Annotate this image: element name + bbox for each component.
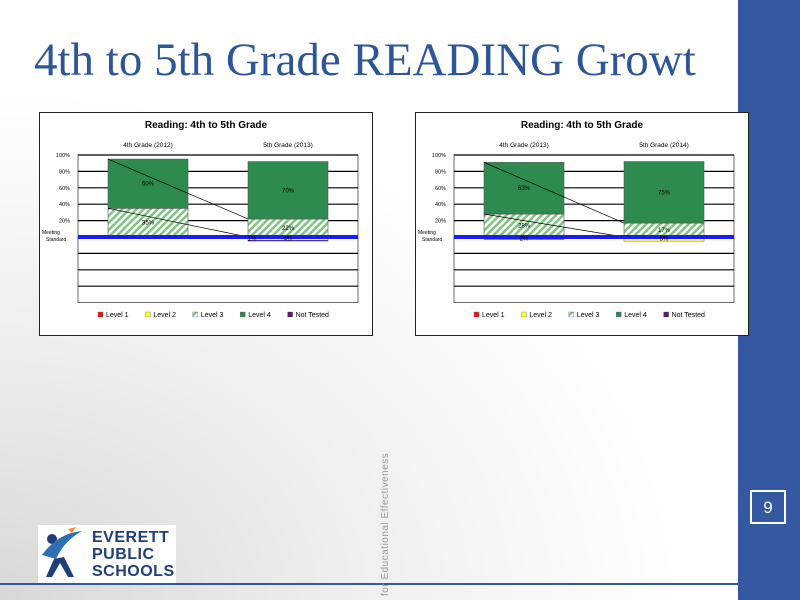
connector-line	[107, 207, 249, 238]
legend-swatch	[240, 311, 246, 318]
data-label: 28%	[518, 224, 531, 230]
legend-label: Level 3	[577, 312, 600, 319]
connector-line	[483, 162, 625, 224]
y-tick-label: 20%	[435, 219, 446, 225]
legend-label: Not Tested	[296, 312, 329, 319]
legend-swatch	[473, 311, 480, 318]
logo-text-1: EVERETT	[92, 529, 170, 546]
data-label: 75%	[658, 190, 671, 196]
bar-segment-not-tested	[247, 240, 329, 242]
bar-segment-level-4	[107, 158, 189, 209]
legend-label: Level 4	[624, 312, 647, 319]
legend-label: Level 4	[248, 312, 271, 319]
data-label: 17%	[658, 228, 671, 234]
x-category-label: 5th Grade (2013)	[263, 142, 313, 149]
y-tick-label: 100%	[432, 153, 446, 159]
meeting-standard-label: Standard	[422, 237, 443, 243]
legend-swatch	[663, 311, 669, 318]
meeting-standard-label: Meeting	[42, 230, 60, 236]
legend-swatch	[568, 311, 574, 318]
data-label: 35%	[142, 221, 155, 227]
connector-line	[107, 158, 249, 220]
data-label: 2%	[520, 237, 529, 243]
chart-2013-2014: Reading: 4th to 5th Grade 100% 80% 60% 40% 20…	[415, 112, 749, 336]
data-label: 63%	[518, 186, 531, 192]
divider	[0, 583, 800, 585]
data-label: 5%	[660, 237, 669, 243]
chart-title: Reading: 4th to 5th Grade	[145, 120, 268, 131]
legend-swatch	[97, 311, 104, 318]
y-tick-label: 60%	[435, 186, 446, 192]
bar-segment-level-4	[483, 162, 565, 215]
legend-swatch	[192, 311, 198, 318]
bar-segment-level-4	[623, 161, 705, 224]
chart-2012-2013: Reading: 4th to 5th Grade 100% 80% 60% 40% 20…	[39, 112, 373, 336]
logo-mark	[42, 527, 82, 577]
legend-label: Level 1	[482, 312, 505, 319]
y-tick-label: 80%	[435, 169, 446, 175]
bar-segment-level-3	[107, 208, 189, 238]
x-category-label: 4th Grade (2013)	[499, 142, 549, 149]
data-label: 1%	[248, 237, 257, 243]
page-number: 9	[750, 490, 786, 524]
y-tick-label: 20%	[59, 219, 70, 225]
y-tick-label: 100%	[56, 153, 70, 159]
y-tick-label: 40%	[59, 202, 70, 208]
x-category-label: 4th Grade (2012)	[123, 142, 173, 149]
legend-label: Level 2	[153, 312, 176, 319]
data-label: 70%	[282, 188, 295, 194]
logo-text-2: PUBLIC	[92, 546, 155, 563]
connector-line	[483, 213, 625, 238]
legend-label: Level 2	[529, 312, 552, 319]
bar-segment-level-4	[247, 161, 329, 220]
logo-text-3: SCHOOLS	[92, 563, 175, 580]
legend-label: Level 1	[106, 312, 129, 319]
logo: EVERETT PUBLIC SCHOOLS	[38, 525, 176, 583]
y-tick-label: 40%	[435, 202, 446, 208]
data-label: 22%	[282, 226, 295, 232]
legend-swatch	[616, 311, 622, 318]
legend-label: Not Tested	[672, 312, 705, 319]
chart-svg: Reading: 4th to 5th Grade 100% 80% 60% 40% 20…	[42, 120, 359, 319]
legend-label: Level 3	[201, 312, 224, 319]
page-title: 4th to 5th Grade READING Growt	[34, 34, 696, 86]
data-label: 60%	[142, 182, 155, 188]
legend-swatch	[287, 311, 293, 318]
x-category-label: 5th Grade (2014)	[639, 142, 689, 149]
vertical-caption: for Educational Effectiveness	[380, 452, 391, 596]
legend-swatch	[145, 311, 151, 318]
meeting-standard-label: Standard	[46, 237, 67, 243]
legend-swatch	[521, 311, 527, 318]
meeting-standard-label: Meeting	[418, 230, 436, 236]
chart-title: Reading: 4th to 5th Grade	[521, 120, 644, 131]
data-label: 4%	[284, 237, 293, 243]
chart-svg: Reading: 4th to 5th Grade 100% 80% 60% 40% 20…	[418, 120, 735, 319]
y-tick-label: 80%	[59, 169, 70, 175]
y-tick-label: 60%	[59, 186, 70, 192]
